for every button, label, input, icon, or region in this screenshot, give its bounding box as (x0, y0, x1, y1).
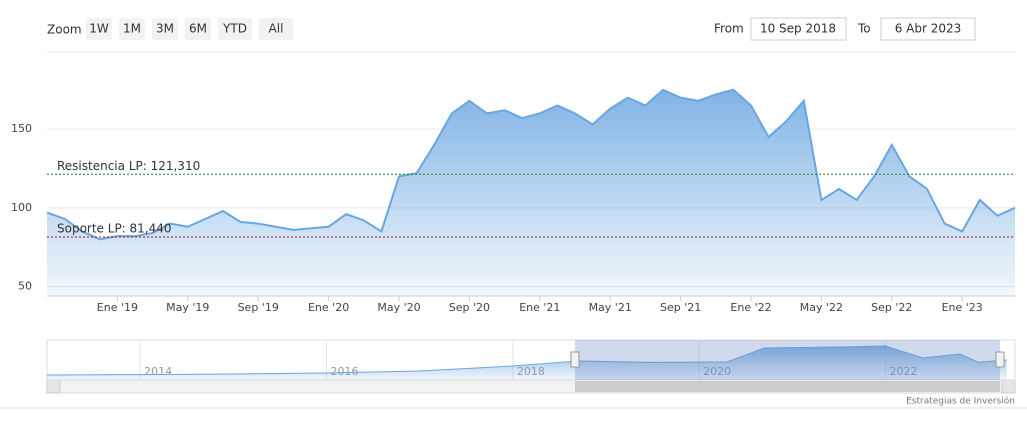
plot-line-label: Soporte LP: 81,440 (57, 222, 172, 236)
range-button-label: YTD (222, 22, 247, 36)
navigator-handle[interactable] (570, 351, 580, 368)
area-line (46, 345, 1007, 376)
x-tick-label: May '19 (166, 301, 209, 314)
from-label: From (714, 22, 744, 36)
x-tick-label: May '21 (589, 301, 632, 314)
area-fill (47, 89, 1015, 297)
from-date: 10 Sep 2018 (760, 22, 836, 36)
range-button[interactable] (218, 18, 252, 40)
x-tick-label: Ene '20 (308, 301, 349, 314)
to-input[interactable] (880, 17, 976, 41)
navigator-mask (574, 340, 1000, 380)
range-button[interactable] (259, 18, 293, 40)
x-tick-label: Sep '22 (871, 301, 912, 314)
range-button-label: 6M (189, 22, 207, 36)
x-tick-label: Sep '21 (660, 301, 701, 314)
plot-line-label: Resistencia LP: 121,310 (57, 159, 200, 173)
range-button[interactable] (185, 18, 211, 40)
range-button-label: All (269, 22, 284, 36)
credits: Estrategias de Inversión (906, 396, 1015, 407)
range-button[interactable] (86, 18, 112, 40)
scroll-right[interactable] (1001, 379, 1016, 394)
range-button[interactable] (152, 18, 178, 40)
range-button-label: 1M (123, 22, 141, 36)
range-button[interactable] (119, 18, 145, 40)
to-date: 6 Abr 2023 (895, 22, 962, 36)
area-fill (47, 346, 1007, 380)
x-tick-label: May '22 (800, 301, 843, 314)
zoom-label: Zoom (47, 23, 82, 37)
x-tick-label: Sep '19 (238, 301, 279, 314)
y-tick-label: 150 (11, 122, 32, 135)
navigator-handle[interactable] (995, 351, 1005, 368)
y-tick-label: 50 (18, 280, 32, 293)
area-line (46, 88, 1016, 241)
x-tick-label: Ene '23 (942, 301, 983, 314)
scroll-left[interactable] (46, 379, 61, 394)
from-input[interactable] (750, 17, 847, 41)
range-button-label: 3M (156, 22, 174, 36)
x-tick-label: Ene '22 (730, 301, 771, 314)
x-tick-label: Ene '19 (97, 301, 138, 314)
y-tick-label: 100 (11, 201, 32, 214)
x-tick-label: Sep '20 (449, 301, 490, 314)
scroll-thumb[interactable] (574, 381, 1000, 392)
x-tick-label: Ene '21 (519, 301, 560, 314)
x-tick-label: May '20 (377, 301, 420, 314)
range-button-label: 1W (89, 22, 109, 36)
to-label: To (857, 22, 871, 36)
